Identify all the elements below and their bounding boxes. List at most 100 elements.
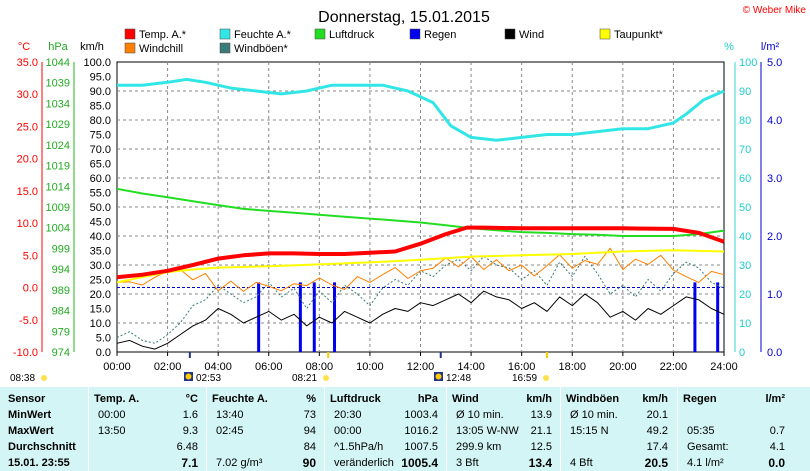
moon-icon [435, 373, 442, 380]
summary-unit: km/h [642, 393, 668, 405]
summary-header: Luftdruck [330, 393, 381, 405]
summary-cell-value: 13.4 [528, 456, 552, 470]
summary-cell-value: 1.6 [182, 409, 198, 421]
legend-swatch-dewpoint [599, 28, 611, 40]
summary-cell-note: 4 Bft [570, 457, 593, 469]
summary-column-separator [560, 387, 561, 471]
legend-swatch-humidity [219, 28, 231, 40]
pressure-tick-label: 1009 [46, 202, 70, 214]
rain-bar [693, 282, 697, 352]
wind-tick-label: 25.0 [90, 275, 111, 287]
summary-table: Sensor MinWert MaxWert Durchschnitt 15.01. 2… [0, 387, 810, 471]
legend-label-wind: Wind [519, 29, 544, 41]
summary-cell-value: 21.1 [530, 425, 552, 437]
legend-swatch-windchill [124, 42, 136, 54]
rain-tick-label: 3.0 [767, 173, 782, 185]
legend-label-gust: Windböen* [234, 43, 289, 55]
summary-cell-value: 20.5 [644, 456, 668, 470]
marker-label: 08:38 [10, 373, 35, 384]
gust-line [116, 255, 725, 344]
wind-tick-label: 5.0 [96, 333, 111, 345]
summary-cell-value: 17.4 [646, 441, 668, 453]
wind-tick-label: 20.0 [90, 289, 111, 301]
pressure-tick-label: 989 [52, 285, 70, 297]
x-tick-label: 02:00 [154, 361, 182, 373]
moon-icon [185, 373, 192, 380]
humidity-tick-label: 100 [739, 57, 757, 69]
summary-cell-value: 0.0 [768, 456, 785, 470]
x-tick-label: 18:00 [558, 361, 586, 373]
legend-label-dewpoint: Taupunkt* [614, 29, 664, 41]
summary-unit: l/m² [765, 393, 785, 405]
marker-label: 12:48 [446, 373, 471, 384]
summary-row-label: 15.01. 23:55 [8, 457, 70, 469]
summary-cell-note: 13:05 W-NW [456, 425, 519, 437]
wind-tick-label: 45.0 [90, 217, 111, 229]
rain-tick-label: 4.0 [767, 115, 782, 127]
x-tick-label: 10:00 [356, 361, 384, 373]
y-tick-labels: 35.0 30.0 25.0 20.0 15.0 10.0 5.0 0.0 -5.0 -10.0 1… [13, 57, 782, 359]
rain-tick-label: 5.0 [767, 57, 782, 69]
pressure-tick-label: 1039 [46, 78, 70, 90]
chart-legend: Temp. A.* Feuchte A.* Luftdruck Regen Wind Ta… [124, 28, 664, 55]
sun-icon [41, 375, 47, 381]
summary-cell-value: 12.5 [530, 441, 552, 453]
humidity-tick-label: 40 [739, 231, 751, 243]
summary-cell-note: ^1.5hPa/h [334, 441, 384, 453]
rain-bar [312, 282, 316, 352]
legend-label-humidity: Feuchte A.* [234, 29, 292, 41]
legend-swatch-gust [219, 42, 231, 54]
summary-header: Windböen [566, 393, 620, 405]
summary-cell-value: 1003.4 [404, 409, 438, 421]
temp-tick-label: 25.0 [17, 121, 38, 133]
summary-cell-value: 1016.2 [404, 425, 438, 437]
legend-label-pressure: Luftdruck [329, 29, 375, 41]
legend-swatch-rain [409, 28, 421, 40]
pressure-tick-label: 1034 [46, 98, 70, 110]
wind-tick-label: 55.0 [90, 188, 111, 200]
humidity-tick-label: 70 [739, 144, 751, 156]
temp-tick-label: -5.0 [19, 315, 38, 327]
wind-tick-label: 60.0 [90, 173, 111, 185]
legend-label-temp: Temp. A.* [139, 29, 187, 41]
x-tick-label: 16:00 [508, 361, 536, 373]
pressure-tick-label: 999 [52, 243, 70, 255]
chart-title: Donnerstag, 15.01.2015 [318, 9, 490, 26]
summary-cell-note: 02:45 [216, 425, 244, 437]
pressure-tick-label: 1029 [46, 119, 70, 131]
summary-cell-note: 20:30 [334, 409, 362, 421]
humidity-tick-label: 30 [739, 260, 751, 272]
summary-column-separator [324, 387, 325, 471]
summary-cell-value: 6.48 [176, 441, 198, 453]
rain-tick-label: 2.0 [767, 231, 782, 243]
x-tick-label: 06:00 [255, 361, 283, 373]
chart-series [116, 77, 725, 352]
summary-unit: % [306, 393, 316, 405]
summary-header: Feuchte A. [212, 393, 268, 405]
x-tick-label: 08:00 [306, 361, 334, 373]
summary-row-label: Durchschnitt [8, 441, 76, 453]
weather-chart: Donnerstag, 15.01.2015 © Weber Mike Temp… [10, 5, 806, 384]
legend-label-windchill: Windchill [139, 43, 183, 55]
summary-cell-note: 13:50 [98, 425, 126, 437]
summary-cell-value: 1007.5 [404, 441, 438, 453]
summary-cell-value: 49.2 [646, 425, 668, 437]
wind-tick-label: 95.0 [90, 72, 111, 84]
pressure-line [116, 187, 725, 237]
summary-header: Temp. A. [94, 393, 140, 405]
humidity-tick-label: 80 [739, 115, 751, 127]
wind-axis-label: km/h [80, 41, 104, 53]
wind-tick-label: 70.0 [90, 144, 111, 156]
rain-bar [333, 282, 337, 352]
humidity-tick-label: 20 [739, 289, 751, 301]
summary-cell-value: 84 [303, 441, 316, 453]
temp-line [116, 225, 725, 280]
summary-cell-value: 0.7 [769, 425, 785, 437]
pressure-axis-label: hPa [48, 41, 68, 53]
wind-tick-label: 90.0 [90, 86, 111, 98]
rain-tick-label: 1.0 [767, 289, 782, 301]
pressure-tick-label: 974 [52, 347, 70, 359]
wind-tick-label: 65.0 [90, 159, 111, 171]
summary-unit: km/h [526, 393, 552, 405]
humidity-tick-label: 50 [739, 202, 751, 214]
